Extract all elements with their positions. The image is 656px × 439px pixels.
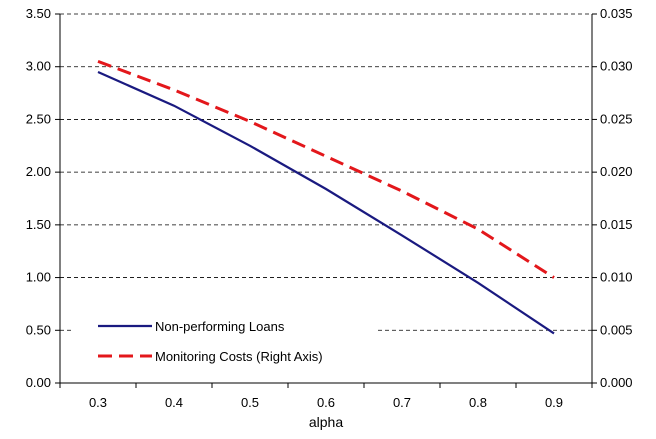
series-line-2: [97, 59, 555, 279]
y-left-tick-label: 3.00: [26, 59, 51, 74]
x-axis-title: alpha: [309, 414, 343, 430]
y-right-tick-label: 0.010: [600, 270, 633, 285]
y-left-tick-label: 2.00: [26, 164, 51, 179]
series-layer: [97, 59, 555, 335]
x-tick-label: 0.9: [545, 395, 563, 410]
gridlines: [60, 13, 592, 331]
y-left-tick-label: 0.50: [26, 322, 51, 337]
legend: Non-performing Loans Monitoring Costs (Ri…: [98, 319, 323, 364]
y-right-tick-label: 0.020: [600, 164, 633, 179]
series-line-1: [97, 70, 555, 335]
y-left-tick-label: 3.50: [26, 6, 51, 21]
y-left-tick-label: 0.00: [26, 375, 51, 390]
y-right-tick-label: 0.030: [600, 59, 633, 74]
x-tick-label: 0.5: [241, 395, 259, 410]
axes: 0.00 0.50 1.00 1.50 2.00 2.50 3.00 3.50 0.000 0.0…: [26, 6, 633, 410]
legend-label-2: Monitoring Costs (Right Axis): [155, 349, 323, 364]
legend-label-1: Non-performing Loans: [155, 319, 285, 334]
y-left-tick-label: 1.00: [26, 270, 51, 285]
x-tick-label: 0.3: [89, 395, 107, 410]
y-right-tick-label: 0.025: [600, 111, 633, 126]
y-right-tick-label: 0.035: [600, 6, 633, 21]
y-left-tick-label: 2.50: [26, 111, 51, 126]
y-right-tick-label: 0.000: [600, 375, 633, 390]
x-tick-label: 0.6: [317, 395, 335, 410]
x-tick-label: 0.4: [165, 395, 183, 410]
y-left-tick-label: 1.50: [26, 217, 51, 232]
y-right-tick-label: 0.005: [600, 322, 633, 337]
x-tick-label: 0.7: [393, 395, 411, 410]
y-right-tick-label: 0.015: [600, 217, 633, 232]
x-tick-label: 0.8: [469, 395, 487, 410]
